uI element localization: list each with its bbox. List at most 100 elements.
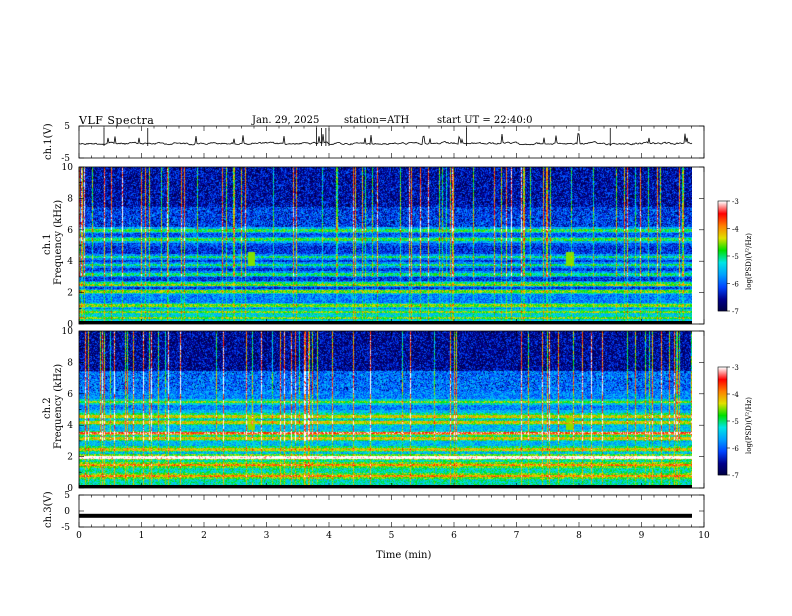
colorbar-segment	[718, 432, 727, 434]
colorbar-segment	[718, 251, 727, 253]
colorbar-segment	[718, 453, 727, 455]
colorbar-segment	[718, 402, 727, 404]
colorbar-segment	[718, 227, 727, 229]
colorbar-segment	[718, 400, 727, 402]
colorbar-segment	[718, 213, 727, 215]
colorbar-segment	[718, 385, 727, 387]
colorbar-segment	[718, 237, 727, 239]
y-tick-label: 0	[67, 484, 73, 494]
colorbar-segment	[718, 378, 727, 380]
colorbar-segment	[718, 464, 727, 466]
colorbar-segment	[718, 410, 727, 412]
colorbar-segment	[718, 473, 727, 475]
colorbar-segment	[718, 224, 727, 226]
colorbar-segment	[718, 373, 727, 375]
colorbar-segment	[718, 439, 727, 441]
colorbar-tick-label: -5	[732, 418, 739, 426]
y-tick-label: 10	[62, 327, 74, 337]
colorbar-segment	[718, 240, 727, 242]
colorbar-segment	[718, 415, 727, 417]
colorbar-segment	[718, 437, 727, 439]
colorbar-segment	[718, 266, 727, 268]
colorbar-segment	[718, 375, 727, 377]
colorbar-tick-label: -7	[732, 472, 739, 480]
colorbar-segment	[718, 433, 727, 435]
colorbar-segment	[718, 271, 727, 273]
station-label: station=ATH	[344, 115, 410, 126]
colorbar-segment	[718, 471, 727, 473]
start-time-label: start UT = 22:40:0	[437, 115, 533, 126]
colorbar-segment	[718, 242, 727, 244]
colorbar-segment	[718, 221, 727, 223]
colorbar-segment	[718, 409, 727, 411]
colorbar-segment	[718, 423, 727, 425]
colorbar-segment	[718, 394, 727, 396]
colorbar-segment	[718, 466, 727, 468]
colorbar-segment	[718, 438, 727, 440]
figure-title: VLF Spectra	[79, 114, 155, 127]
y-tick-label: 0	[67, 320, 73, 330]
x-axis-label: Time (min)	[376, 550, 432, 561]
colorbar-segment	[718, 282, 727, 284]
colorbar-segment	[718, 272, 727, 274]
colorbar-segment	[718, 245, 727, 247]
colorbar-segment	[718, 383, 727, 385]
colorbar-segment	[718, 389, 727, 391]
colorbar-segment	[718, 309, 727, 311]
colorbar-segment	[718, 369, 727, 371]
colorbar-segment	[718, 462, 727, 464]
colorbar-segment	[718, 217, 727, 219]
colorbar-segment	[718, 391, 727, 393]
colorbar-segment	[718, 397, 727, 399]
colorbar-segment	[718, 398, 727, 400]
colorbar-segment	[718, 262, 727, 264]
colorbar-segment	[718, 470, 727, 472]
colorbar-segment	[718, 376, 727, 378]
y-tick-label: 8	[67, 358, 73, 368]
x-tick-label: 7	[514, 531, 520, 541]
y-tick-label: -5	[61, 154, 70, 164]
colorbar-segment	[718, 396, 727, 398]
x-tick-label: 6	[451, 531, 457, 541]
colorbar-segment	[718, 300, 727, 302]
colorbar-segment	[718, 449, 727, 451]
colorbar-tick-label: -5	[732, 253, 739, 261]
colorbar-segment	[718, 420, 727, 422]
colorbar-segment	[718, 467, 727, 469]
colorbar-segment	[718, 244, 727, 246]
colorbar-segment	[718, 283, 727, 285]
colorbar-segment	[718, 455, 727, 457]
colorbar-segment	[718, 463, 727, 465]
colorbar-segment	[718, 304, 727, 306]
colorbar-segment	[718, 310, 727, 312]
colorbar-segment	[718, 371, 727, 373]
colorbar-segment	[718, 238, 727, 240]
colorbar-segment	[718, 306, 727, 308]
colorbar-segment	[718, 268, 727, 270]
y-tick-label: 10	[62, 163, 74, 173]
y-tick-label: -5	[61, 523, 70, 533]
colorbar-segment	[718, 248, 727, 250]
colorbar-segment	[718, 215, 727, 217]
colorbar-segment	[718, 384, 727, 386]
colorbar-segment	[718, 260, 727, 262]
colorbar-segment	[718, 421, 727, 423]
colorbar-tick-label: -4	[732, 391, 739, 399]
colorbar-segment	[718, 243, 727, 245]
colorbar-segment	[718, 202, 727, 204]
colorbar1-label: log(PSD)(V²/Hz)	[745, 233, 753, 290]
colorbar-segment	[718, 386, 727, 388]
colorbar-segment	[718, 419, 727, 421]
colorbar-segment	[718, 226, 727, 228]
colorbar-tick-label: -3	[732, 198, 739, 206]
colorbar-tick-label: -7	[732, 308, 739, 316]
colorbar-segment	[718, 209, 727, 211]
colorbar-segment	[718, 445, 727, 447]
colorbar-tick-label: -6	[732, 445, 739, 453]
colorbar-segment	[718, 275, 727, 277]
colorbar-segment	[718, 220, 727, 222]
ch3-voltage-ylabel: ch.3(V)	[43, 491, 54, 528]
colorbar-segment	[718, 225, 727, 227]
colorbar-segment	[718, 208, 727, 210]
